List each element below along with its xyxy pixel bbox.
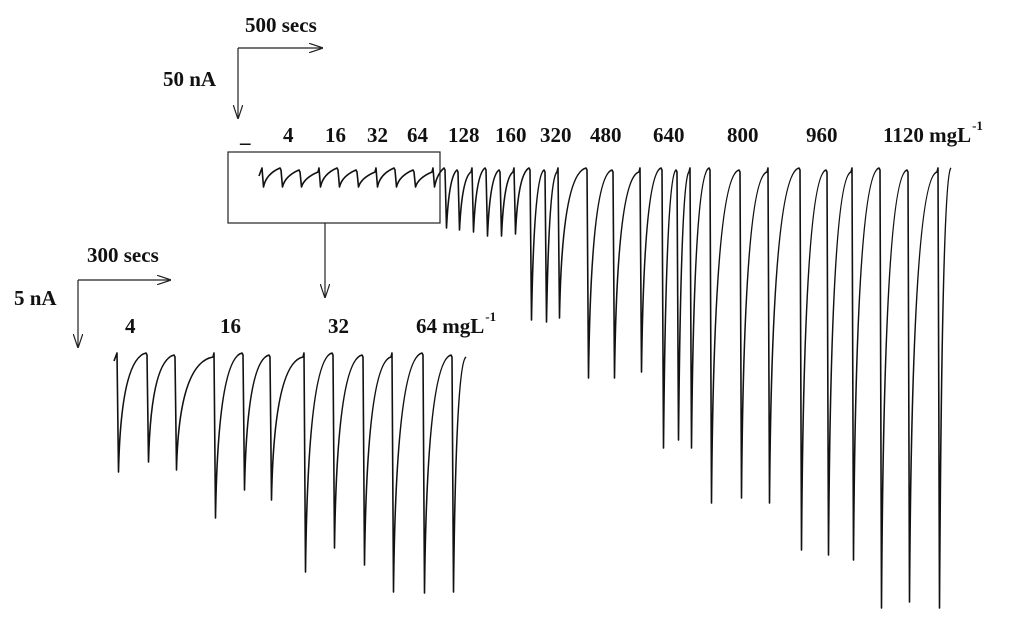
concentration-label: 1120 mgL xyxy=(883,123,971,147)
zoom-box xyxy=(227,151,441,224)
time-scale: 300 secs xyxy=(87,243,159,267)
concentration-label: 32 xyxy=(328,314,349,338)
concentration-label: 160 xyxy=(495,123,527,147)
concentration-label: 480 xyxy=(590,123,622,147)
concentration-label: 4 xyxy=(283,123,294,147)
concentration-label: 960 xyxy=(806,123,838,147)
concentration-label: 128 xyxy=(448,123,480,147)
concentration-label: 640 xyxy=(653,123,685,147)
concentration-label: 64 xyxy=(407,123,429,147)
concentration-label: 320 xyxy=(540,123,572,147)
concentration-label: 32 xyxy=(367,123,388,147)
concentration-label: _ xyxy=(239,123,251,147)
concentration-label: 64 mgL xyxy=(416,314,484,338)
traces xyxy=(113,167,952,609)
current-scale: 5 nA xyxy=(14,286,57,310)
unit-superscript: -1 xyxy=(485,309,496,324)
labels: _ 4 16 32 64 128 160 320 480 640 800 960 1120 mgL -14… xyxy=(125,118,983,338)
current-trace xyxy=(258,167,952,609)
concentration-label: 16 xyxy=(325,123,346,147)
current-trace xyxy=(113,352,467,594)
concentration-label: 16 xyxy=(220,314,241,338)
time-scale: 500 secs xyxy=(245,13,317,37)
current-scale: 50 nA xyxy=(163,67,217,91)
concentration-label: 4 xyxy=(125,314,136,338)
concentration-label: 800 xyxy=(727,123,759,147)
unit-superscript: -1 xyxy=(972,118,983,133)
